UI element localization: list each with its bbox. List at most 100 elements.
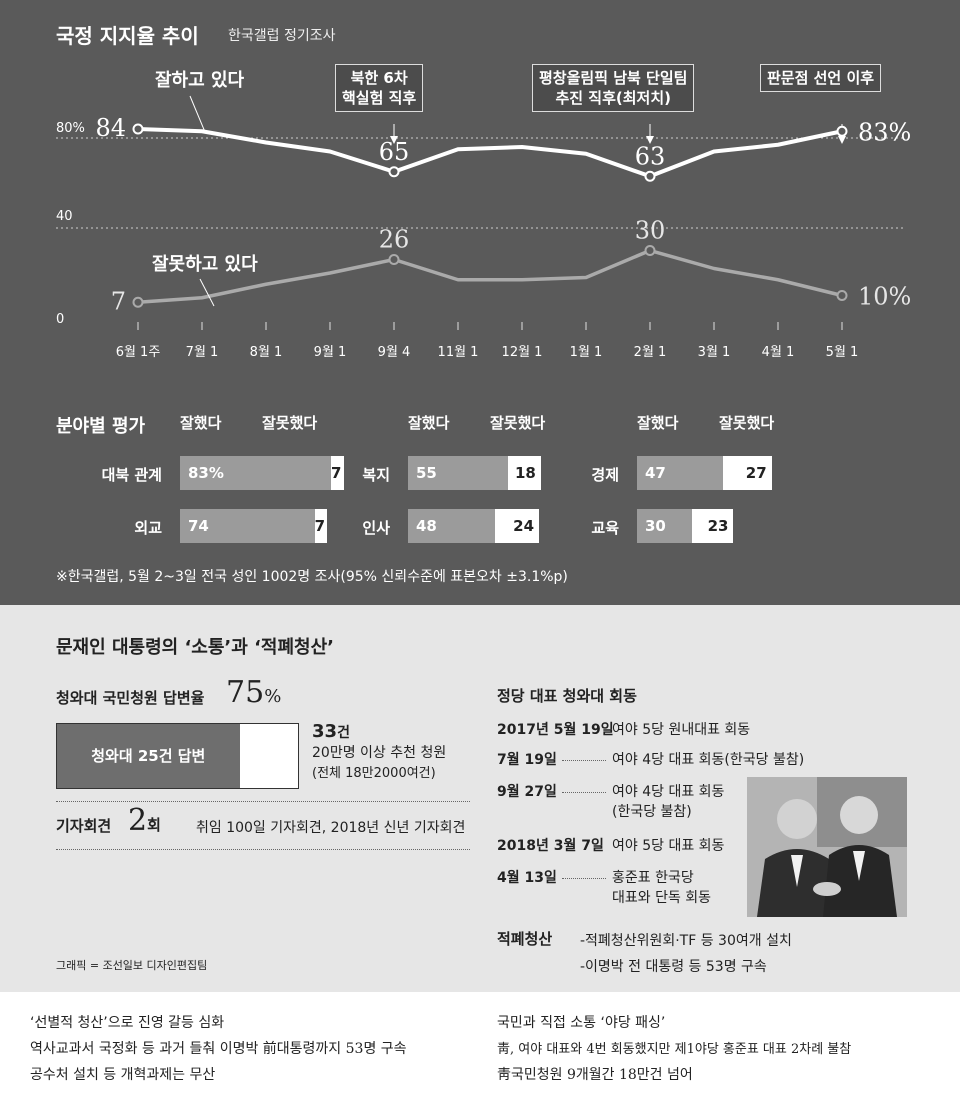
leader-line: [562, 792, 606, 793]
press-label: 기자회견: [56, 817, 112, 835]
header-good: 잘했다: [408, 414, 450, 432]
divider: [56, 801, 470, 802]
data-point: [388, 254, 400, 265]
x-tick-label: 1월 1: [570, 345, 603, 360]
sector-category: 외교: [134, 519, 162, 537]
press-count: 2회: [128, 803, 161, 838]
caption-left-line: 공수처 설치 등 개혁과제는 무산: [30, 1067, 216, 1083]
press-desc: 취임 100일 기자회견, 2018년 신년 기자회견: [196, 820, 466, 836]
data-point: [132, 123, 144, 135]
series-label-disapprove: 잘못하고 있다: [152, 254, 258, 275]
meeting-desc: 대표와 단독 회동: [612, 890, 712, 906]
x-tick-label: 3월 1: [698, 345, 731, 360]
bar-good: 47: [637, 456, 723, 490]
caption-right-head: 국민과 직접 소통 ‘야당 패싱’: [497, 1015, 666, 1031]
petition-bar: 청와대 25건 답변: [56, 723, 299, 789]
callout-nuclear-test: 북한 6차 핵실험 직후: [335, 64, 424, 112]
data-point: [836, 290, 848, 301]
x-tick-label: 9월 4: [378, 345, 411, 360]
label-leader: [189, 95, 206, 133]
caption-right-line: 靑, 여야 대표와 4번 회동했지만 제1야당 홍준표 대표 2차례 불참: [497, 1042, 852, 1057]
x-tick-label: 5월 1: [826, 345, 859, 360]
x-tick-label: 4월 1: [762, 345, 795, 360]
meeting-desc: 홍준표 한국당: [612, 870, 694, 886]
meeting-desc: 여야 4당 대표 회동: [612, 784, 725, 800]
header-good: 잘했다: [637, 414, 679, 432]
series-label-approve: 잘하고 있다: [155, 70, 245, 91]
meeting-date: 2018년 3월 7일: [497, 838, 604, 854]
bar-bad: 23: [691, 509, 734, 543]
petition-rate: 75%: [226, 675, 282, 710]
data-label: 63: [635, 142, 666, 170]
survey-note: ※한국갤럽, 5월 2~3일 전국 성인 1002명 조사(95% 신뢰수준에 …: [56, 569, 568, 585]
meeting-photo: [747, 777, 907, 917]
header-bad: 잘못했다: [262, 414, 318, 432]
caption-left-head: ‘선별적 청산’으로 진영 갈등 심화: [30, 1015, 225, 1031]
cleanup-label: 적폐청산: [497, 930, 553, 948]
leader-line: [562, 760, 606, 761]
sector-category: 경제: [591, 466, 619, 484]
chart-subtitle: 한국갤럽 정기조사: [228, 28, 336, 44]
sector-category: 대북 관계: [101, 466, 162, 484]
annotation-arrowhead: [646, 136, 654, 144]
bar-bad: 7: [331, 456, 344, 490]
data-point: [644, 245, 656, 256]
meeting-date: 2017년 5월 19일: [497, 722, 614, 738]
data-label: 65: [379, 138, 410, 166]
callout-panmunjom: 판문점 선언 이후: [760, 64, 882, 92]
x-tick-label: 2월 1: [634, 345, 667, 360]
petition-answered-fill: 청와대 25건 답변: [57, 724, 240, 788]
data-label: 83%: [858, 118, 911, 146]
x-tick-label: 12월 1: [502, 345, 543, 360]
petition-total: 33건 20만명 이상 추천 청원 (전체 18만2000여건): [312, 721, 447, 781]
meeting-desc: 여야 4당 대표 회동(한국당 불참): [612, 752, 805, 768]
x-tick-label: 6월 1주: [116, 345, 161, 360]
x-tick-label: 7월 1: [186, 345, 219, 360]
divider: [56, 849, 470, 850]
petition-label: 청와대 국민청원 답변율: [56, 689, 205, 707]
bar-bad: 7: [314, 509, 328, 543]
header-good: 잘했다: [180, 414, 222, 432]
sector-category: 교육: [591, 519, 619, 537]
meeting-date: 7월 19일: [497, 752, 557, 768]
bar-good: 55: [408, 456, 509, 490]
sector-category: 인사: [362, 519, 390, 537]
sector-category: 복지: [362, 466, 390, 484]
leader-line: [562, 878, 606, 879]
data-point: [836, 125, 848, 137]
credit: 그래픽 = 조선일보 디자인편집팀: [56, 959, 208, 972]
x-tick-label: 11월 1: [438, 345, 479, 360]
data-label: 84: [95, 114, 126, 142]
data-label: 30: [635, 217, 666, 245]
data-point: [644, 170, 656, 182]
meeting-date: 9월 27일: [497, 784, 557, 800]
bar-bad: 24: [495, 509, 540, 543]
bar-good: 74: [180, 509, 315, 543]
meeting-desc: (한국당 불참): [612, 804, 692, 820]
bar-bad: 18: [508, 456, 541, 490]
sector-title: 분야별 평가: [56, 416, 146, 437]
bar-good: 30: [637, 509, 692, 543]
cleanup-item: -이명박 전 대통령 등 53명 구속: [580, 959, 767, 975]
y-tick-label: 40: [56, 209, 73, 224]
bar-good: 83%: [180, 456, 332, 490]
caption-right-line: 靑국민청원 9개월간 18만건 넘어: [497, 1067, 693, 1083]
meeting-desc: 여야 5당 원내대표 회동: [612, 722, 751, 738]
x-tick-label: 9월 1: [314, 345, 347, 360]
y-tick-label: 0: [56, 312, 64, 327]
annotation-arrowhead: [838, 136, 846, 144]
data-point: [132, 296, 144, 308]
header-bad: 잘못했다: [719, 414, 775, 432]
meeting-date: 4월 13일: [497, 870, 557, 886]
cleanup-item: -적폐청산위원회·TF 등 30여개 설치: [580, 933, 792, 949]
approval-line-chart: 80% 40 0 6월 1주 7월 1 8월 1 9월 1 9월 4 11월 1 12월 1 1월 …: [56, 70, 911, 360]
chart-title: 국정 지지율 추이: [56, 24, 199, 48]
meetings-title: 정당 대표 청와대 회동: [497, 687, 637, 705]
data-point: [388, 166, 400, 178]
label-leader: [199, 278, 215, 307]
approval-panel: 국정 지지율 추이 한국갤럽 정기조사 80% 40 0 6월 1주 7월 1 8월 1 9…: [0, 0, 960, 605]
series-line-approve: [137, 127, 843, 179]
communication-panel: 문재인 대통령의 ‘소통’과 ‘적폐청산’ 청와대 국민청원 답변율 75% 청…: [0, 605, 960, 992]
header-bad: 잘못했다: [490, 414, 546, 432]
annotation-arrowhead: [390, 136, 398, 144]
